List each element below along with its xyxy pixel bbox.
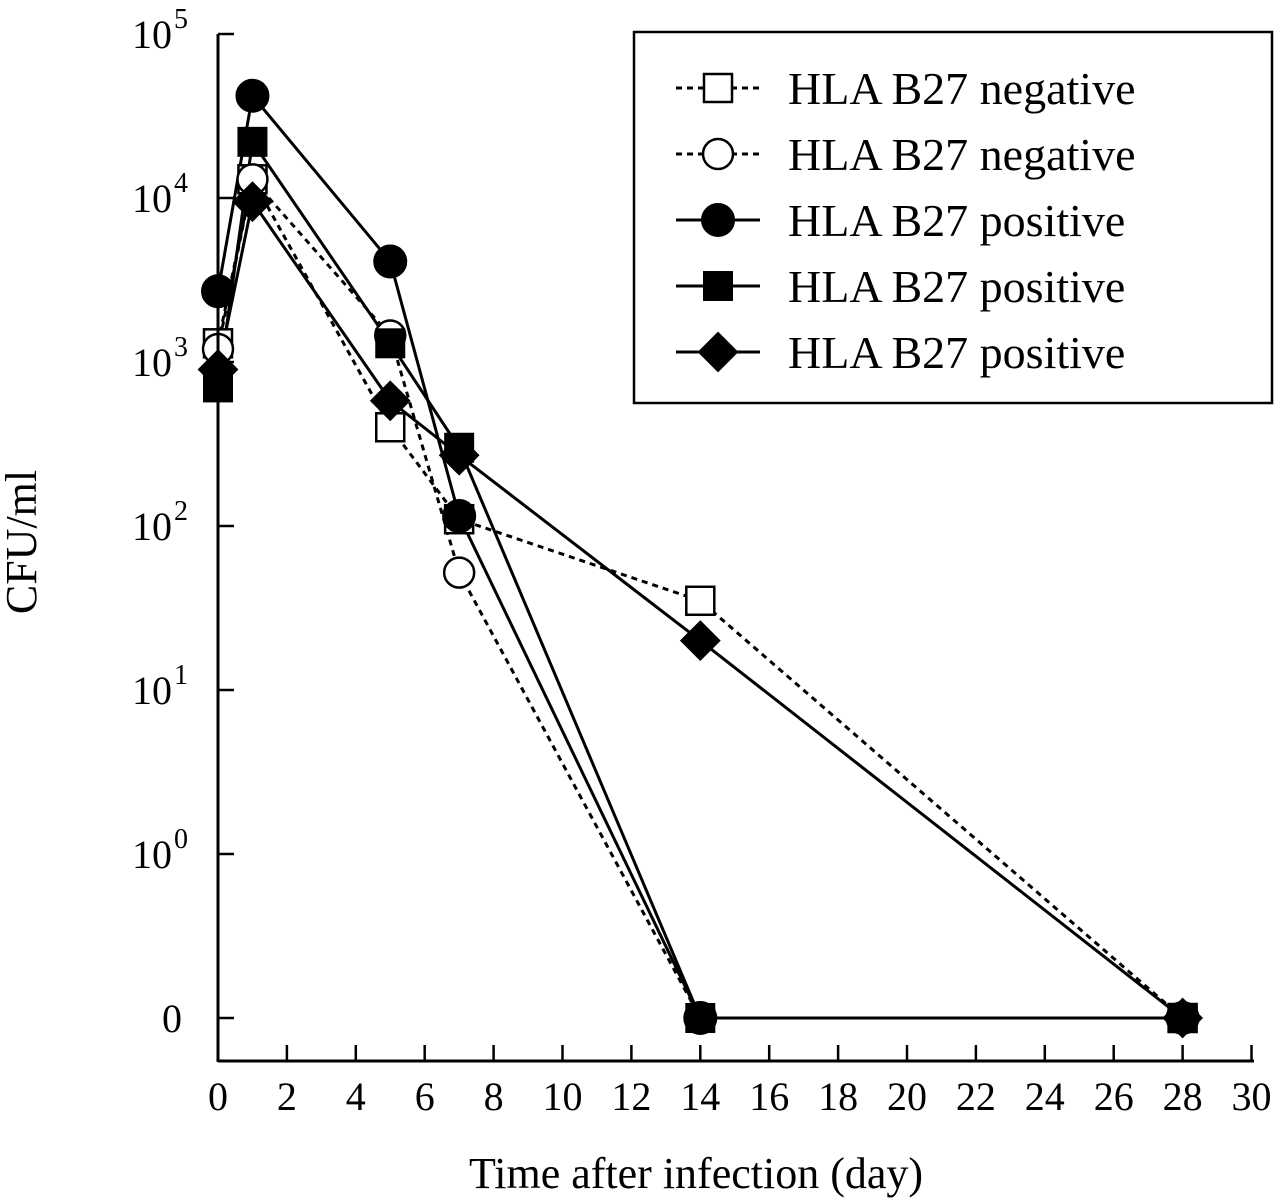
legend-marker xyxy=(701,137,735,171)
y-tick-label: 10 xyxy=(132,504,172,549)
y-tick-label: 10 xyxy=(132,832,172,877)
x-tick-label: 16 xyxy=(749,1074,789,1119)
x-tick-label: 10 xyxy=(543,1074,583,1119)
series-line-5 xyxy=(216,200,1184,1020)
data-point xyxy=(685,1003,716,1033)
legend-label: HLA B27 negative xyxy=(788,129,1136,180)
x-tick-label: 18 xyxy=(818,1074,858,1119)
y-tick-exponent: 4 xyxy=(174,168,188,199)
y-tick-exponent: 0 xyxy=(174,824,188,855)
data-point xyxy=(373,244,408,279)
data-point xyxy=(679,620,721,662)
series-line-1 xyxy=(216,177,1184,1020)
y-tick-exponent: 3 xyxy=(174,332,188,363)
y-tick-exponent: 2 xyxy=(174,496,188,527)
data-point xyxy=(1162,997,1204,1039)
legend-label: HLA B27 negative xyxy=(788,63,1136,114)
legend-marker xyxy=(703,271,733,301)
data-point xyxy=(438,434,480,476)
y-tick-label: 0 xyxy=(162,996,182,1041)
legend-marker xyxy=(697,331,739,373)
legend: HLA B27 negative HLA B27 negative HLA B27 … xyxy=(632,30,1274,405)
legend-label: HLA B27 positive xyxy=(788,327,1125,378)
y-axis-title: CFU/ml xyxy=(0,470,46,614)
data-point xyxy=(235,78,270,113)
x-tick-label: 12 xyxy=(611,1074,651,1119)
x-axis-title: Time after infection (day) xyxy=(469,1149,923,1198)
legend-label: HLA B27 positive xyxy=(788,195,1125,246)
y-tick-label: 10 xyxy=(132,340,172,385)
data-point xyxy=(369,380,411,422)
x-tick-label: 2 xyxy=(277,1074,297,1119)
data-point xyxy=(375,412,406,443)
x-tick-label: 20 xyxy=(887,1074,927,1119)
legend-marker xyxy=(702,72,734,104)
data-point xyxy=(237,126,268,157)
legend-label: HLA B27 positive xyxy=(788,261,1125,312)
data-point xyxy=(375,328,406,359)
x-tick-label: 26 xyxy=(1094,1074,1134,1119)
data-point xyxy=(442,499,477,534)
x-tick-label: 4 xyxy=(346,1074,366,1119)
y-tick-label: 10 xyxy=(132,12,172,57)
legend-marker xyxy=(701,203,735,237)
x-tick-label: 22 xyxy=(956,1074,996,1119)
data-point xyxy=(685,585,716,617)
x-tick-label: 28 xyxy=(1163,1074,1203,1119)
y-tick-label: 10 xyxy=(132,176,172,221)
data-point xyxy=(442,556,476,589)
legend-box xyxy=(632,30,1274,405)
x-tick-label: 24 xyxy=(1025,1074,1065,1119)
y-tick-exponent: 1 xyxy=(174,660,188,691)
x-tick-label: 30 xyxy=(1232,1074,1272,1119)
plot-area xyxy=(197,78,1204,1039)
x-tick-label: 8 xyxy=(484,1074,504,1119)
data-point xyxy=(232,181,273,223)
y-tick-label: 10 xyxy=(132,668,172,713)
x-tick-label: 0 xyxy=(208,1074,228,1119)
x-tick-label: 6 xyxy=(415,1074,435,1119)
x-tick-label: 14 xyxy=(680,1074,720,1119)
y-tick-exponent: 5 xyxy=(174,4,188,35)
